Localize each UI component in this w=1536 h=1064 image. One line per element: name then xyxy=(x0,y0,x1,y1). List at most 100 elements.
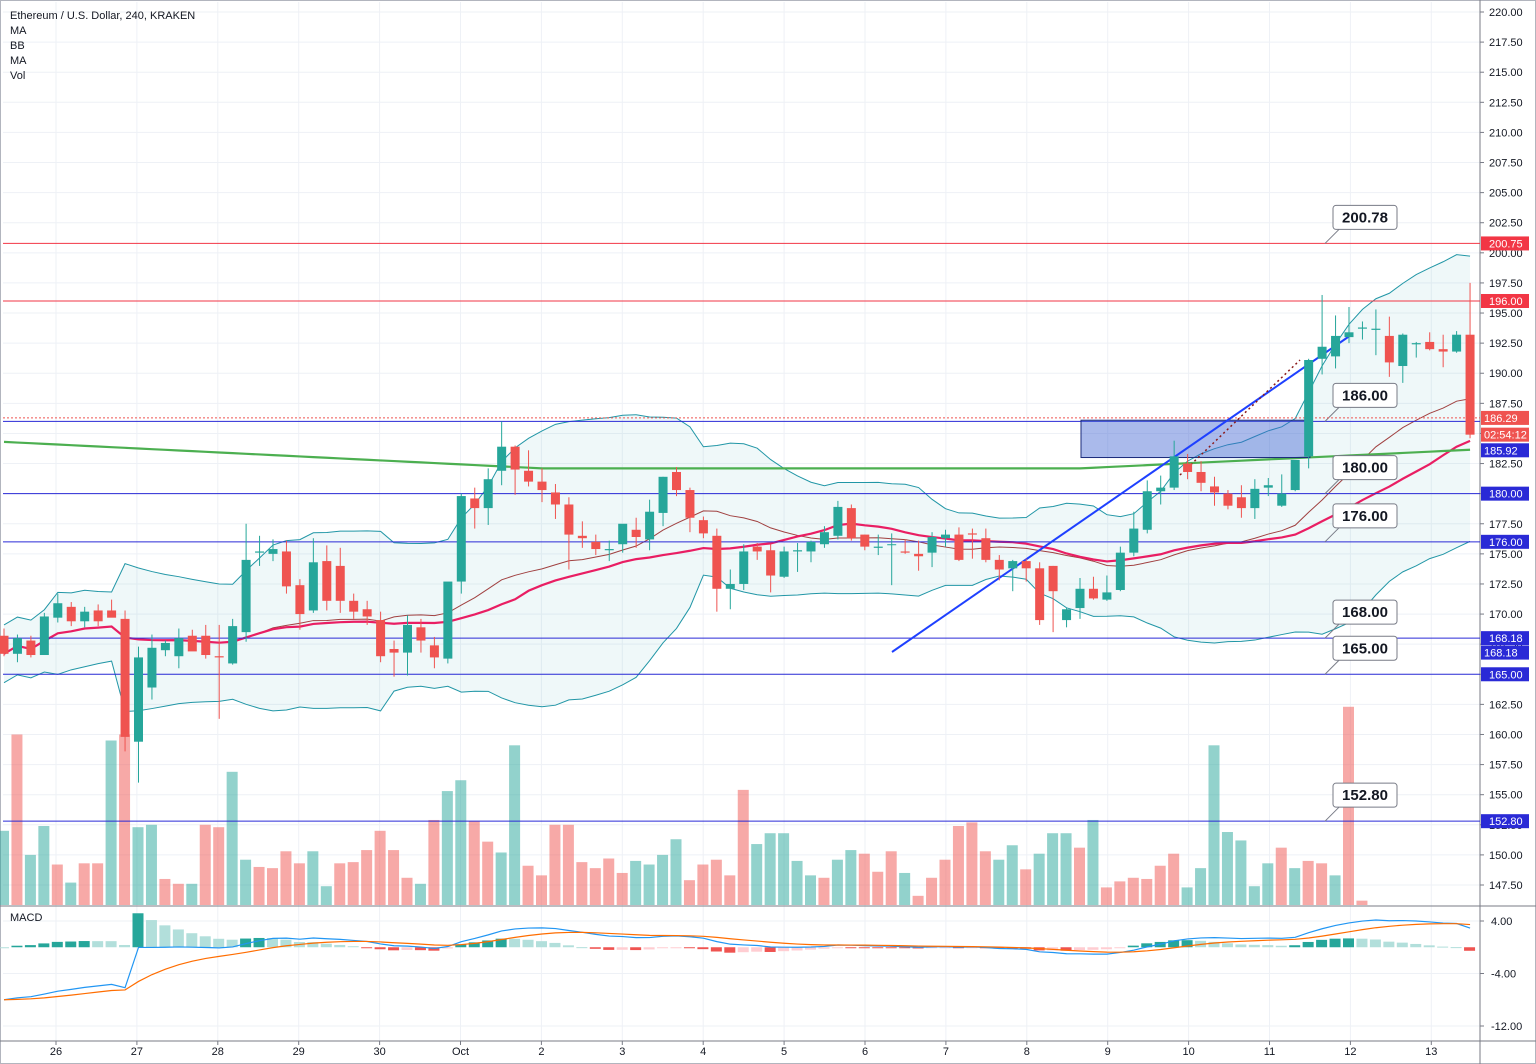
candle[interactable] xyxy=(618,523,628,553)
candle[interactable] xyxy=(416,618,426,653)
candle[interactable] xyxy=(39,612,49,656)
candle[interactable] xyxy=(1169,440,1179,491)
candle[interactable] xyxy=(1304,358,1314,469)
candle[interactable] xyxy=(1344,307,1354,344)
support-zone-box[interactable] xyxy=(1080,419,1311,459)
candle[interactable] xyxy=(1183,453,1193,480)
candle[interactable] xyxy=(66,602,76,627)
candle[interactable] xyxy=(443,581,453,664)
indicator-vol-label[interactable]: Vol xyxy=(10,70,26,82)
candle[interactable] xyxy=(107,599,117,618)
level-callout[interactable]: 152.80 xyxy=(1324,782,1398,822)
candle[interactable] xyxy=(550,484,560,519)
candle[interactable] xyxy=(887,533,897,586)
candle[interactable] xyxy=(1062,608,1072,628)
candle[interactable] xyxy=(1142,480,1152,534)
candle[interactable] xyxy=(967,528,977,559)
candle[interactable] xyxy=(846,504,856,541)
candle[interactable] xyxy=(147,634,157,700)
candle[interactable] xyxy=(698,516,708,539)
candle[interactable] xyxy=(1035,562,1045,625)
candle[interactable] xyxy=(900,539,910,554)
time-axis[interactable]: 26 27 28 29 30 Oct 2 3 4 5 6 7 8 9 10 11 12 13 xyxy=(50,1041,1438,1058)
candle[interactable] xyxy=(1048,565,1058,633)
candle[interactable] xyxy=(241,523,251,642)
candle[interactable] xyxy=(1250,479,1260,519)
candle[interactable] xyxy=(456,493,466,594)
candle[interactable] xyxy=(160,640,170,657)
level-callout[interactable]: 165.00 xyxy=(1324,635,1398,675)
candle[interactable] xyxy=(429,636,439,669)
candle[interactable] xyxy=(403,615,412,676)
candle[interactable] xyxy=(914,540,924,571)
candle[interactable] xyxy=(819,526,829,548)
candle[interactable] xyxy=(1263,478,1273,497)
candle[interactable] xyxy=(537,468,547,503)
candle[interactable] xyxy=(1223,490,1233,510)
candle[interactable] xyxy=(1102,575,1112,601)
candle[interactable] xyxy=(281,540,291,594)
candle[interactable] xyxy=(510,445,520,495)
ascending-trendline[interactable] xyxy=(891,334,1352,653)
candle[interactable] xyxy=(1357,321,1367,340)
level-callout[interactable]: 168.00 xyxy=(1324,599,1398,639)
candle[interactable] xyxy=(793,543,803,572)
candle[interactable] xyxy=(927,532,937,568)
level-callout[interactable]: 200.78 xyxy=(1324,204,1398,244)
candle[interactable] xyxy=(1317,294,1327,375)
candle[interactable] xyxy=(201,624,211,659)
candle[interactable] xyxy=(295,579,305,630)
candle[interactable] xyxy=(174,628,184,669)
candle[interactable] xyxy=(766,544,776,593)
macd-pane-label[interactable]: MACD xyxy=(10,912,43,924)
candle[interactable] xyxy=(725,569,735,610)
candle[interactable] xyxy=(376,611,386,663)
candle[interactable] xyxy=(1277,474,1287,507)
candle[interactable] xyxy=(187,629,197,652)
candle[interactable] xyxy=(483,468,493,525)
candle[interactable] xyxy=(228,618,238,665)
candle[interactable] xyxy=(860,534,870,551)
candle[interactable] xyxy=(1425,332,1435,351)
candle[interactable] xyxy=(994,555,1004,581)
candle[interactable] xyxy=(833,500,843,540)
candle[interactable] xyxy=(12,634,22,663)
candle[interactable] xyxy=(1210,476,1219,506)
indicator-bb-label[interactable]: BB xyxy=(10,40,25,52)
candle[interactable] xyxy=(1384,316,1394,377)
candle[interactable] xyxy=(335,547,345,613)
indicator-ma-200-label[interactable]: MA xyxy=(10,55,27,67)
candle[interactable] xyxy=(214,624,224,719)
candle[interactable] xyxy=(645,499,655,551)
candle[interactable] xyxy=(1465,282,1475,439)
candle[interactable] xyxy=(349,593,359,619)
candle[interactable] xyxy=(873,534,883,556)
candle[interactable] xyxy=(268,539,278,562)
candle[interactable] xyxy=(308,538,318,613)
level-callout[interactable]: 186.00 xyxy=(1324,382,1398,422)
candle[interactable] xyxy=(685,487,695,533)
candle[interactable] xyxy=(577,521,587,548)
candle[interactable] xyxy=(779,546,789,578)
candle[interactable] xyxy=(362,600,372,625)
candle[interactable] xyxy=(470,487,480,529)
candle[interactable] xyxy=(1196,461,1206,492)
candle[interactable] xyxy=(1398,333,1408,383)
candle[interactable] xyxy=(134,646,143,783)
candle[interactable] xyxy=(658,476,668,527)
candle[interactable] xyxy=(1452,331,1462,353)
level-callout[interactable]: 180.00 xyxy=(1324,455,1398,495)
candle[interactable] xyxy=(604,540,614,562)
candle[interactable] xyxy=(1236,485,1246,518)
candle[interactable] xyxy=(672,467,681,497)
candle[interactable] xyxy=(564,497,574,570)
candle[interactable] xyxy=(322,545,332,611)
candle[interactable] xyxy=(1290,459,1300,492)
candle[interactable] xyxy=(1411,341,1421,358)
candle[interactable] xyxy=(1008,559,1018,592)
candle[interactable] xyxy=(1371,309,1381,356)
candle[interactable] xyxy=(80,606,90,628)
candle[interactable] xyxy=(1021,558,1031,582)
candle[interactable] xyxy=(1075,577,1085,619)
candle[interactable] xyxy=(1115,546,1125,592)
